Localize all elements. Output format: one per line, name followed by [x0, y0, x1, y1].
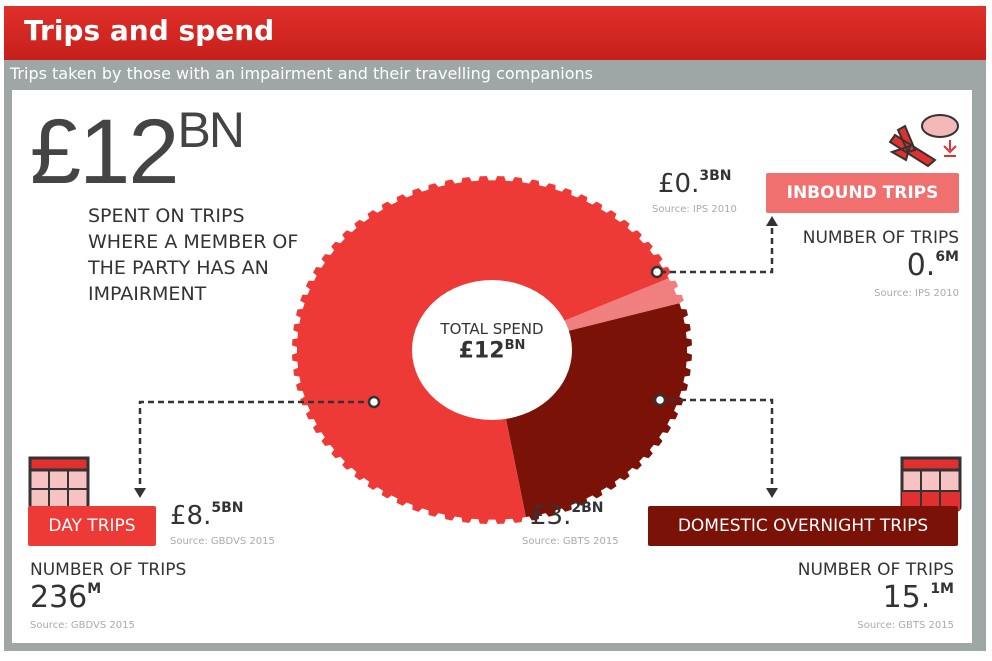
- domestic-spend-source: Source: GBTS 2015: [522, 536, 619, 547]
- inbound-trips-label: INBOUND TRIPS: [766, 173, 959, 213]
- donut-hole: [412, 280, 572, 420]
- total-spend-value: £12BN: [458, 338, 526, 364]
- inbound-spend-source: Source: IPS 2010: [652, 204, 737, 215]
- inbound-connector: [660, 222, 774, 274]
- header: Trips and spend: [4, 6, 986, 60]
- inbound-trips-count: 0.6M: [906, 248, 959, 283]
- headline-value: £12BN: [30, 101, 245, 203]
- domestic-trips-source: Source: GBTS 2015: [857, 620, 954, 631]
- domestic-trips-count: 15.1M: [882, 580, 954, 615]
- plane-icon: [888, 114, 959, 168]
- inbound-trips-source: Source: IPS 2010: [874, 288, 959, 299]
- calendar-icon: [28, 456, 90, 510]
- donut-center-label: TOTAL SPEND £12BN: [420, 320, 564, 363]
- day-trips-count-label: NUMBER OF TRIPS: [30, 560, 187, 580]
- domestic-spend: £3.2BN: [530, 500, 604, 531]
- arrow-down-icon: [134, 488, 146, 498]
- day-trips-label: DAY TRIPS: [28, 506, 156, 546]
- page-title: Trips and spend: [24, 14, 275, 47]
- day-marker: [367, 395, 381, 409]
- arrow-up-icon: [766, 216, 778, 226]
- arrow-down-icon: [766, 488, 778, 498]
- total-spend-label: TOTAL SPEND: [440, 320, 544, 338]
- calendar-icon: [900, 456, 962, 512]
- day-trips-count: 236M: [30, 580, 102, 615]
- domestic-marker: [653, 393, 667, 407]
- day-spend-source: Source: GBDVS 2015: [170, 536, 275, 547]
- inbound-trips-count-label: NUMBER OF TRIPS: [802, 228, 959, 248]
- day-connector: [138, 400, 374, 492]
- inbound-marker: [650, 265, 664, 279]
- domestic-overnight-trips-label: DOMESTIC OVERNIGHT TRIPS: [648, 506, 958, 546]
- inbound-spend: £0.3BN: [658, 168, 732, 199]
- subtitle: Trips taken by those with an impairment …: [10, 64, 593, 83]
- domestic-trips-count-label: NUMBER OF TRIPS: [797, 560, 954, 580]
- domestic-connector: [660, 398, 774, 492]
- headline-description: SPENT ON TRIPS WHERE A MEMBER OF THE PAR…: [88, 205, 299, 305]
- day-trips-source: Source: GBDVS 2015: [30, 620, 135, 631]
- day-spend: £8.5BN: [170, 500, 244, 531]
